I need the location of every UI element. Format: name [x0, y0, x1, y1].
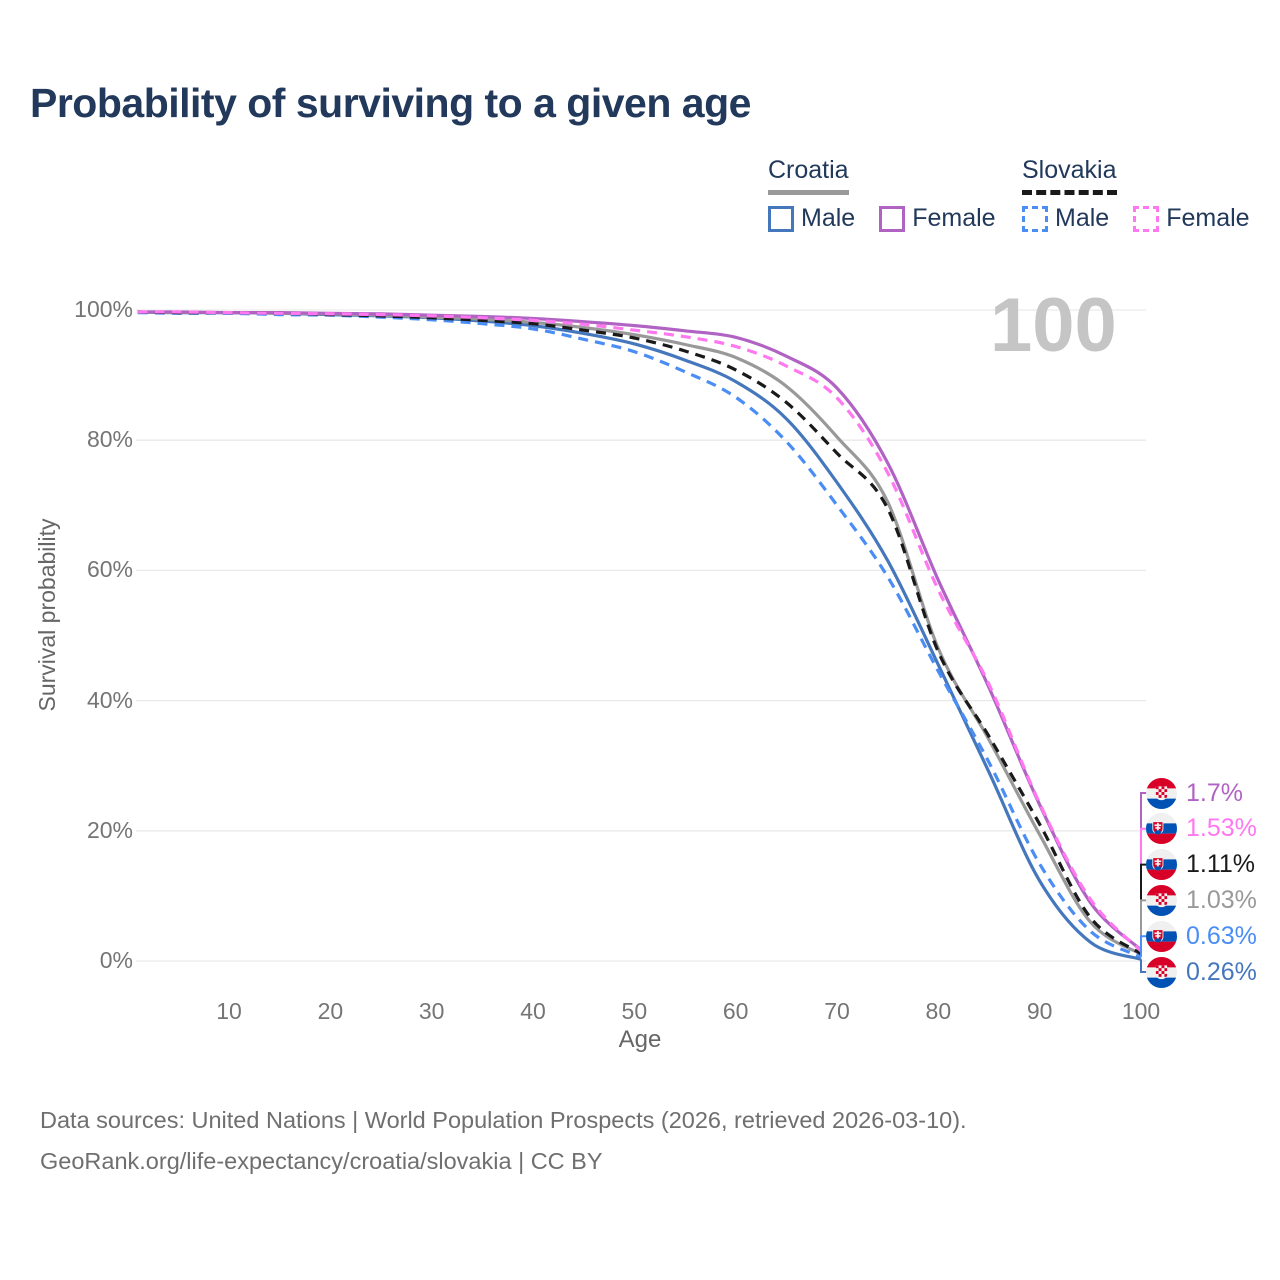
slovakia-flag-icon: [1146, 849, 1177, 880]
legend-header-slovakia[interactable]: Slovakia: [1022, 156, 1117, 195]
legend-item-slovakia-male[interactable]: Male: [1022, 204, 1109, 233]
legend-row-croatia: Male Female: [768, 204, 996, 233]
x-tick-20: 20: [317, 998, 344, 1024]
legend-row-slovakia: Male Female: [1022, 204, 1250, 233]
y-tick-40: 40%: [86, 686, 133, 713]
curve-slovakia-male: [137, 311, 1142, 959]
x-tick-60: 60: [722, 998, 749, 1024]
legend-label: Male: [801, 204, 856, 232]
end-label-croatia-female: 1.7%: [1146, 777, 1243, 809]
legend-label: Female: [1166, 204, 1250, 232]
legend-group-croatia: Croatia Male Female: [768, 156, 996, 233]
croatia-flag-icon: [1146, 778, 1177, 809]
croatia-female-swatch-icon: [879, 205, 906, 232]
y-axis-title: Survival probability: [34, 518, 60, 712]
age-watermark: 100: [990, 283, 1117, 368]
x-axis-title: Age: [618, 1026, 662, 1053]
footer-link: GeoRank.org/life-expectancy/croatia/slov…: [40, 1148, 603, 1174]
croatia-flag-icon: [1146, 885, 1177, 916]
end-label-value: 0.63%: [1186, 921, 1257, 950]
slovakia-flag-icon: [1146, 813, 1177, 844]
x-tick-10: 10: [216, 998, 242, 1024]
legend-label: Male: [1055, 204, 1110, 232]
curve-croatia: [137, 310, 1142, 956]
x-tick-100: 100: [1121, 998, 1161, 1024]
connector-slovakia-male: [1140, 935, 1147, 957]
croatia-flag-icon: [1146, 957, 1177, 988]
end-label-value: 0.26%: [1186, 957, 1257, 986]
end-label-value: 1.03%: [1186, 885, 1257, 914]
legend-item-croatia-male[interactable]: Male: [768, 204, 855, 233]
y-tick-100: 100%: [74, 296, 133, 322]
curve-slovakia: [137, 310, 1142, 956]
y-tick-80: 80%: [86, 426, 133, 453]
end-label-slovakia-male: 0.63%: [1146, 920, 1257, 952]
legend-header-croatia[interactable]: Croatia: [768, 156, 849, 195]
gridlines: [136, 309, 1146, 962]
end-label-value: 1.11%: [1186, 850, 1256, 879]
croatia-male-swatch-icon: [768, 205, 794, 232]
footer: Data sources: United Nations | World Pop…: [40, 1100, 967, 1182]
end-label-slovakia-female: 1.53%: [1146, 813, 1257, 845]
curve-slovakia-female: [137, 310, 1143, 953]
x-tick-90: 90: [1026, 998, 1053, 1024]
end-label-value: 1.53%: [1186, 814, 1257, 843]
legend-item-slovakia-female[interactable]: Female: [1133, 204, 1250, 233]
end-label-slovakia: 1.11%: [1146, 849, 1255, 881]
x-tick-70: 70: [824, 998, 850, 1024]
x-tick-80: 80: [925, 998, 952, 1024]
end-label-croatia-male: 0.26%: [1146, 956, 1257, 988]
x-tick-50: 50: [621, 998, 648, 1024]
curve-croatia-male: [137, 310, 1142, 961]
slovakia-male-swatch-icon: [1022, 205, 1048, 232]
legend-item-croatia-female[interactable]: Female: [879, 204, 996, 233]
y-tick-60: 60%: [86, 556, 133, 583]
curve-croatia-female: [137, 310, 1143, 952]
curves: [137, 310, 1143, 961]
y-tick-20: 20%: [86, 816, 133, 843]
legend-group-slovakia: Slovakia Male Female: [1022, 156, 1250, 233]
connector-croatia-male: [1140, 959, 1147, 973]
slovakia-female-swatch-icon: [1133, 205, 1160, 232]
x-tick-30: 30: [418, 998, 445, 1024]
end-label-croatia: 1.03%: [1146, 884, 1257, 916]
legend-label: Female: [912, 204, 996, 232]
y-tick-0: 0%: [99, 947, 133, 973]
end-label-value: 1.7%: [1186, 778, 1243, 807]
page-title: Probability of surviving to a given age: [30, 80, 751, 126]
footer-sources: Data sources: United Nations | World Pop…: [40, 1107, 967, 1133]
slovakia-flag-icon: [1146, 921, 1177, 952]
label-connectors: [1140, 792, 1147, 973]
x-tick-40: 40: [520, 998, 546, 1024]
